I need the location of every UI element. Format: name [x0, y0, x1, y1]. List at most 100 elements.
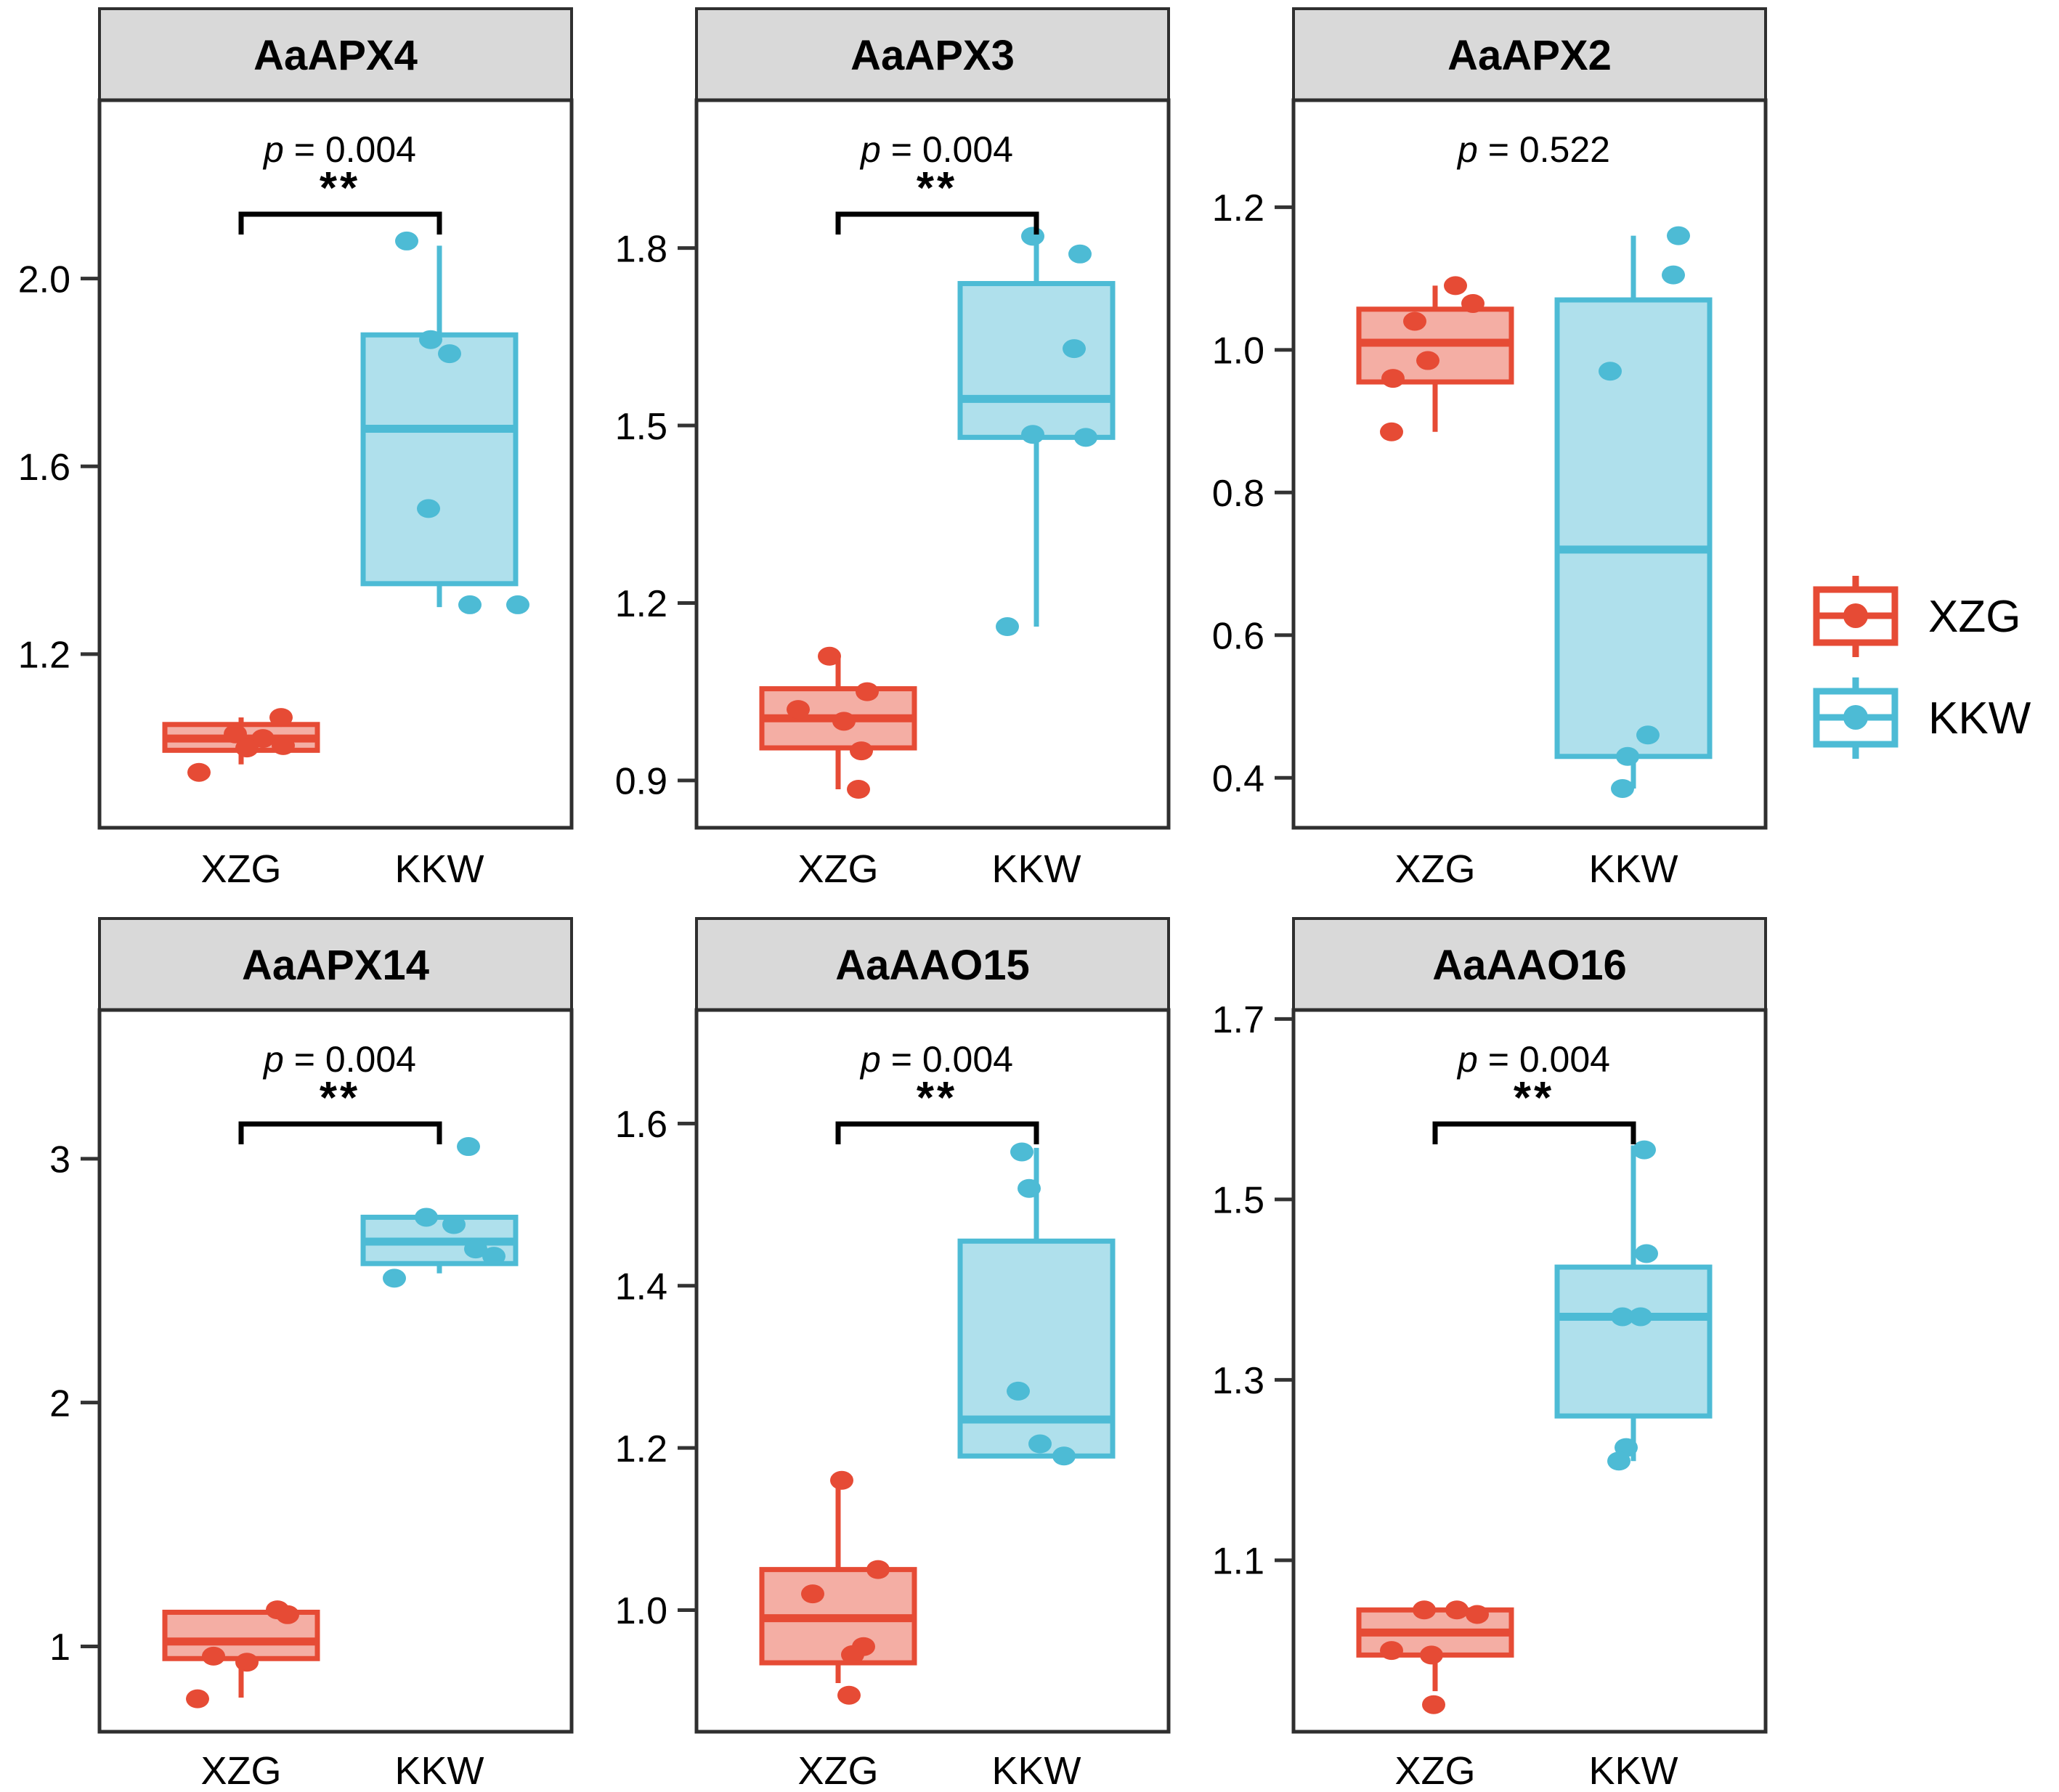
data-point-kkw — [415, 1207, 438, 1227]
data-point-kkw — [1021, 227, 1044, 246]
box-kkw — [1554, 297, 1713, 759]
data-point-kkw — [1007, 1381, 1030, 1401]
data-point-xzg — [1461, 293, 1485, 313]
y-tick-label: 1.6 — [18, 447, 70, 489]
data-point-xzg — [830, 1470, 853, 1490]
y-tick-label: 1.2 — [615, 1428, 667, 1470]
y-tick-label: 2.0 — [18, 258, 70, 301]
panel-title: AaAAO15 — [835, 942, 1030, 989]
data-point-kkw — [1021, 425, 1044, 444]
p-value-label: p = 0.004 — [859, 1039, 1013, 1080]
box-kkw — [957, 1238, 1116, 1459]
legend-label-kkw: KKW — [1928, 693, 2031, 744]
data-point-xzg — [235, 1653, 259, 1672]
plot-area — [97, 98, 574, 830]
data-point-xzg — [801, 1584, 824, 1604]
data-point-kkw — [417, 499, 440, 518]
x-label-kkw: KKW — [394, 847, 484, 891]
panel-aaaao15: AaAAO15 1.0 1.2 1.4 1.6 p = 0.004 ** XZG KK… — [615, 917, 1171, 1792]
box-kkw — [957, 281, 1116, 440]
data-point-kkw — [1599, 362, 1622, 381]
plot-area — [1291, 98, 1768, 830]
legend-point — [1843, 705, 1868, 730]
data-point-xzg — [1381, 369, 1405, 388]
plot-dynamic-layer: 0.9 1.2 1.5 1.8 — [615, 211, 1116, 803]
data-point-xzg — [269, 708, 293, 728]
data-point-kkw — [464, 1239, 487, 1259]
data-point-xzg — [1445, 1600, 1469, 1620]
panel-strip — [695, 7, 1170, 102]
data-point-xzg — [272, 736, 295, 755]
data-point-kkw — [383, 1268, 406, 1288]
y-tick-label: 1.5 — [615, 406, 667, 448]
data-point-kkw — [1074, 428, 1097, 447]
panel-title: AaAPX2 — [1447, 32, 1612, 79]
y-tick-label: 0.9 — [615, 761, 667, 803]
data-point-xzg — [841, 1645, 864, 1664]
data-point-xzg — [276, 1605, 299, 1624]
panel-title: AaAAO16 — [1432, 942, 1627, 989]
p-value-label: p = 0.004 — [262, 1039, 416, 1080]
box-kkw — [1554, 1264, 1713, 1419]
panel-aaaao16: AaAAO16 1.1 1.3 1.5 1.7 p = 0.004 ** XZG KK… — [1212, 917, 1768, 1792]
panel-strip — [695, 917, 1170, 1011]
p-value-label: p = 0.522 — [1456, 129, 1610, 170]
data-point-xzg — [1420, 1645, 1443, 1665]
data-point-xzg — [818, 646, 841, 666]
data-point-xzg — [837, 1685, 861, 1705]
data-point-xzg — [224, 724, 247, 744]
data-point-xzg — [186, 1689, 209, 1708]
x-label-kkw: KKW — [1588, 1749, 1678, 1792]
data-point-kkw — [438, 344, 461, 364]
data-point-kkw — [482, 1247, 505, 1266]
y-tick-label: 1.2 — [615, 583, 667, 625]
data-point-kkw — [1633, 1140, 1656, 1160]
y-tick-label: 1.8 — [615, 228, 667, 270]
plot-dynamic-layer: 0.4 0.6 0.8 1.0 1.2 — [1212, 187, 1713, 800]
data-point-kkw — [1667, 226, 1690, 245]
panel-aaapx2: AaAPX2 0.4 0.6 0.8 1.0 1.2 p = 0.522 XZG KKW — [1212, 7, 1768, 891]
data-point-xzg — [1380, 1641, 1403, 1661]
data-point-kkw — [1611, 778, 1634, 798]
data-point-kkw — [1636, 725, 1660, 745]
significance-bracket — [835, 211, 1039, 235]
panel-strip — [1292, 917, 1767, 1011]
data-point-xzg — [1444, 276, 1467, 296]
data-point-kkw — [1052, 1446, 1076, 1466]
data-point-kkw — [442, 1215, 466, 1234]
x-label-xzg: XZG — [200, 847, 281, 891]
x-label-xzg: XZG — [200, 1749, 281, 1792]
significance-stars: ** — [917, 163, 957, 213]
x-label-xzg: XZG — [797, 1749, 878, 1792]
x-label-kkw: KKW — [394, 1749, 484, 1792]
panel-strip — [98, 917, 573, 1011]
y-tick-label: 1.6 — [615, 1104, 667, 1146]
x-label-kkw: KKW — [991, 1749, 1081, 1792]
data-point-xzg — [202, 1646, 225, 1666]
data-point-kkw — [1063, 339, 1086, 359]
data-point-xzg — [850, 741, 873, 761]
x-label-xzg: XZG — [1394, 847, 1475, 891]
y-tick-label: 1 — [49, 1626, 70, 1669]
y-tick-label: 1.2 — [18, 635, 70, 677]
data-point-xzg — [1466, 1605, 1489, 1624]
y-tick-label: 1.5 — [1212, 1180, 1264, 1222]
data-point-xzg — [847, 780, 870, 799]
data-point-xzg — [187, 762, 211, 782]
x-label-xzg: XZG — [797, 847, 878, 891]
y-tick-label: 0.8 — [1212, 473, 1264, 515]
y-tick-label: 2 — [49, 1382, 70, 1425]
data-point-kkw — [1616, 746, 1639, 766]
box-xzg — [162, 1609, 320, 1661]
significance-stars: ** — [320, 1073, 360, 1123]
y-tick-label: 1.1 — [1212, 1541, 1264, 1583]
data-point-xzg — [787, 700, 810, 720]
data-point-xzg — [251, 729, 275, 749]
plot-dynamic-layer: 1 2 3 — [49, 1121, 519, 1708]
y-tick-label: 1.3 — [1212, 1360, 1264, 1402]
p-value-label: p = 0.004 — [262, 129, 416, 170]
data-point-kkw — [395, 231, 418, 251]
data-point-kkw — [1010, 1142, 1033, 1162]
significance-bracket — [1432, 1121, 1636, 1144]
